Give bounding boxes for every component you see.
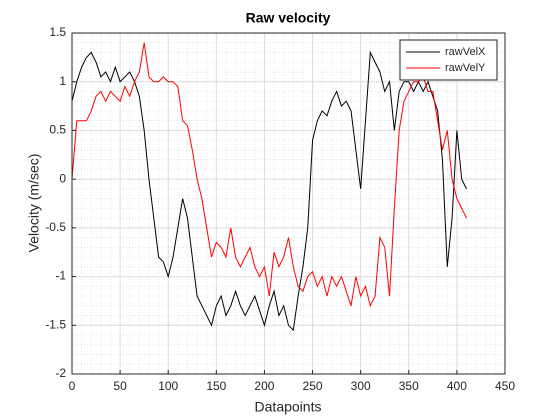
x-tick-label: 50: [113, 379, 127, 393]
x-tick-label: 250: [303, 379, 323, 393]
y-tick-label: 1: [59, 74, 66, 88]
y-tick-label: -1: [55, 269, 66, 283]
y-tick-label: 0: [59, 171, 66, 185]
y-axis-label: Velocity (m/sec): [26, 154, 42, 253]
legend-label: rawVelX: [445, 46, 486, 58]
legend-label: rawVelY: [445, 62, 486, 74]
x-tick-label: 300: [351, 379, 371, 393]
x-tick-label: 350: [399, 379, 419, 393]
data-line: [71, 50, 467, 332]
x-tick-label: 200: [254, 379, 274, 393]
x-tick-label: 150: [206, 379, 226, 393]
chart-title: Raw velocity: [246, 10, 331, 26]
x-axis-label: Datapoints: [255, 399, 322, 415]
data-line: [71, 42, 467, 308]
y-tick-label: 1.5: [49, 25, 66, 39]
plot-area: [72, 33, 505, 374]
x-tick-label: 450: [495, 379, 515, 393]
y-tick-label: -2: [55, 366, 66, 380]
x-tick-label: 0: [69, 379, 76, 393]
y-tick-label: -1.5: [45, 317, 66, 331]
axes-box: [71, 32, 506, 375]
y-tick-label: 0.5: [49, 123, 66, 137]
x-tick-label: 100: [158, 379, 178, 393]
legend-box: [399, 39, 498, 81]
y-tick-label: -0.5: [45, 220, 66, 234]
x-tick-label: 400: [447, 379, 467, 393]
